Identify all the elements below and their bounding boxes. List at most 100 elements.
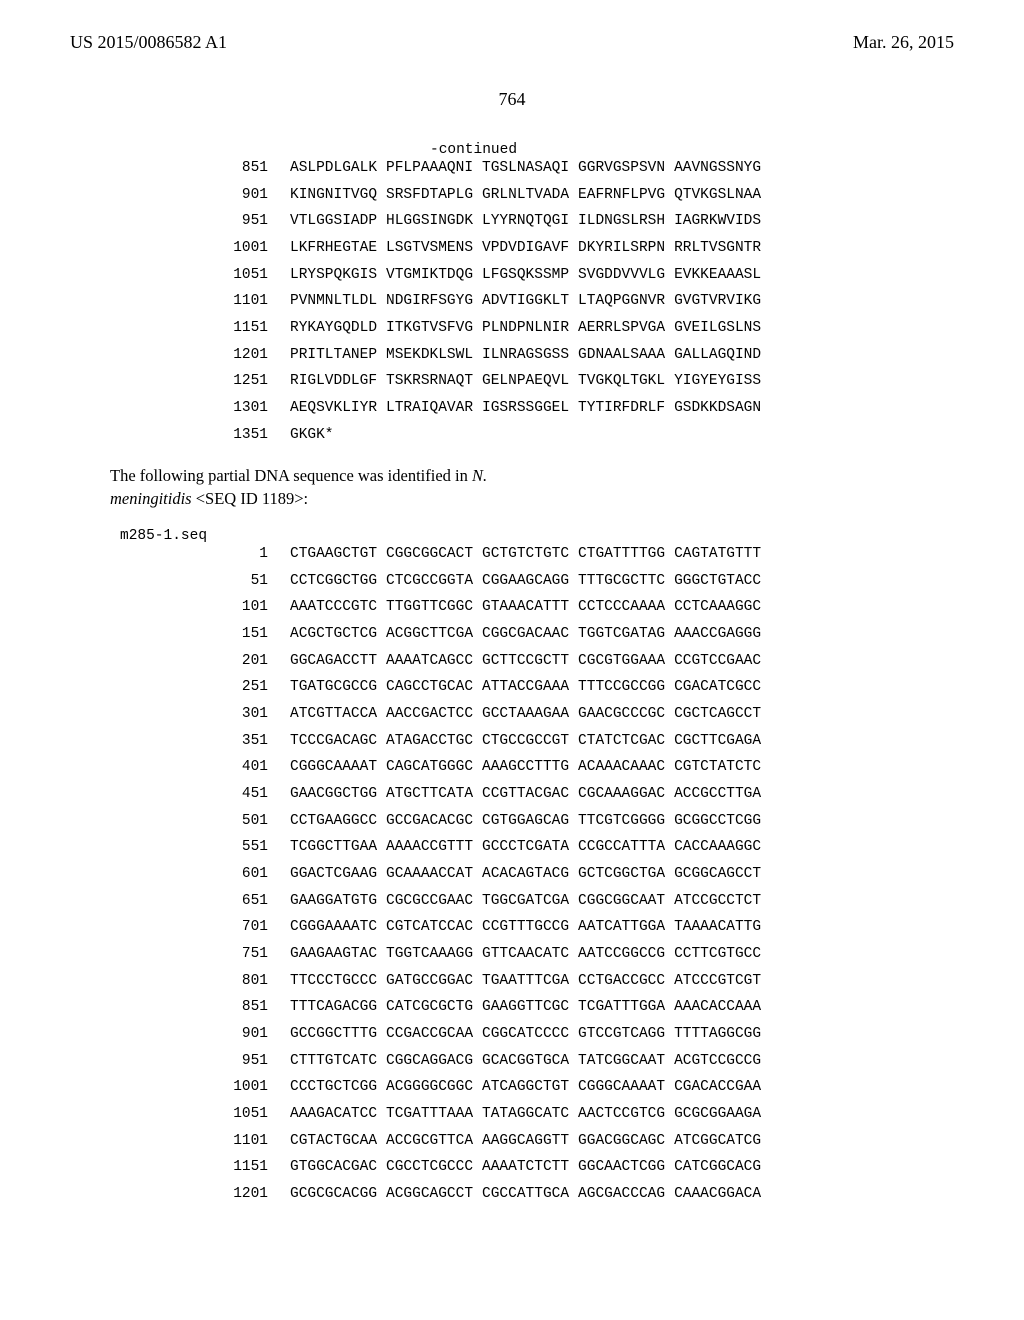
sequence-position: 1301 [210,400,268,417]
sequence-group: HLGGSINGDK [386,213,473,230]
sequence-row: 901GCCGGCTTTGCCGACCGCAACGGCATCCCCGTCCGTC… [210,1026,1024,1043]
sequence-group: TGSLNASAQI [482,160,569,177]
sequence-group: TTCCCTGCCC [290,973,377,990]
sequence-group: DKYRILSRPN [578,240,665,257]
sequence-row: 951VTLGGSIADPHLGGSINGDKLYYRNQTQGIILDNGSL… [210,213,1024,230]
sequence-position: 451 [210,786,268,803]
sequence-group: AAAACCGTTT [386,839,473,856]
sequence-group: GAAGGTTCGC [482,999,569,1016]
sequence-group: TCGATTTGGA [578,999,665,1016]
sequence-group: AGCGACCCAG [578,1186,665,1203]
sequence-position: 901 [210,1026,268,1043]
sequence-group: CGTGGAGCAG [482,813,569,830]
sequence-group: ACCGCCTTGA [674,786,761,803]
sequence-row: 601GGACTCGAAGGCAAAACCATACACAGTACGGCTCGGC… [210,866,1024,883]
sequence-group: ATCCGCCTCT [674,893,761,910]
sequence-position: 201 [210,653,268,670]
sequence-group: TGAATTTCGA [482,973,569,990]
sequence-position: 1051 [210,1106,268,1123]
sequence-position: 1001 [210,1079,268,1096]
sequence-group: CGCTCAGCCT [674,706,761,723]
sequence-group: NDGIRFSGYG [386,293,473,310]
sequence-row: 851TTTCAGACGGCATCGCGCTGGAAGGTTCGCTCGATTT… [210,999,1024,1016]
sequence-group: GTCCGTCAGG [578,1026,665,1043]
sequence-row: 1251RIGLVDDLGFTSKRSRNAQTGELNPAEQVLTVGKQL… [210,373,1024,390]
sequence-group: TTTTAGGCGG [674,1026,761,1043]
sequence-row: 1151GTGGCACGACCGCCTCGCCCAAAATCTCTTGGCAAC… [210,1159,1024,1176]
sequence-group: GCGCGGAAGA [674,1106,761,1123]
intro-line2b: <SEQ ID 1189>: [192,489,309,508]
sequence-group: SRSFDTAPLG [386,187,473,204]
sequence-group: GDNAALSAAA [578,347,665,364]
sequence-row: 1201PRITLTANEPMSEKDKLSWLILNRAGSGSSGDNAAL… [210,347,1024,364]
sequence-group: ACCGCGTTCA [386,1133,473,1150]
sequence-group: RIGLVDDLGF [290,373,377,390]
sequence-group: CCGCCATTTA [578,839,665,856]
sequence-group: ACGGCAGCCT [386,1186,473,1203]
intro-line1b: N. [472,466,487,485]
intro-line1a: The following partial DNA sequence was i… [110,466,472,485]
sequence-group: GCAAAACCAT [386,866,473,883]
sequence-group: GGCAACTCGG [578,1159,665,1176]
sequence-group: CATCGCGCTG [386,999,473,1016]
sequence-group: GCCGACACGC [386,813,473,830]
sequence-group: CGCGCCGAAC [386,893,473,910]
sequence-name: m285-1.seq [120,528,1024,544]
sequence-group: CGGGCAAAAT [290,759,377,776]
sequence-group: GCTGTCTGTC [482,546,569,563]
sequence-position: 601 [210,866,268,883]
sequence-group: GSDKKDSAGN [674,400,761,417]
sequence-group: VPDVDIGAVF [482,240,569,257]
sequence-group: CTGATTTTGG [578,546,665,563]
sequence-group: CGGGCAAAAT [578,1079,665,1096]
sequence-group: ACGGGGCGGC [386,1079,473,1096]
sequence-group: GTTCAACATC [482,946,569,963]
sequence-group: GTGGCACGAC [290,1159,377,1176]
sequence-group: ACAAACAAAC [578,759,665,776]
sequence-position: 301 [210,706,268,723]
sequence-group: ACGGCTTCGA [386,626,473,643]
sequence-group: ACGTCCGCCG [674,1053,761,1070]
sequence-group: CGTACTGCAA [290,1133,377,1150]
sequence-group: GVGTVRVIKG [674,293,761,310]
sequence-group: MSEKDKLSWL [386,347,473,364]
sequence-group: GGGCTGTACC [674,573,761,590]
sequence-group: ATTACCGAAA [482,679,569,696]
sequence-row: 1051AAAGACATCCTCGATTTAAATATAGGCATCAACTCC… [210,1106,1024,1123]
sequence-position: 851 [210,999,268,1016]
sequence-group: VTLGGSIADP [290,213,377,230]
sequence-group: CGCCATTGCA [482,1186,569,1203]
page-header: US 2015/0086582 A1 Mar. 26, 2015 [0,0,1024,61]
sequence-position: 801 [210,973,268,990]
sequence-group: AAGGCAGGTT [482,1133,569,1150]
sequence-group: AAVNGSSNYG [674,160,761,177]
sequence-position: 551 [210,839,268,856]
sequence-group: GCGCGCACGG [290,1186,377,1203]
sequence-row: 101AAATCCCGTCTTGGTTCGGCGTAAACATTTCCTCCCA… [210,599,1024,616]
sequence-group: CCGTCCGAAC [674,653,761,670]
intro-line2a: meningitidis [110,489,192,508]
sequence-group: GCACGGTGCA [482,1053,569,1070]
sequence-row: 1101PVNMNLTLDLNDGIRFSGYGADVTIGGKLTLTAQPG… [210,293,1024,310]
sequence-group: CCGACCGCAA [386,1026,473,1043]
sequence-position: 951 [210,1053,268,1070]
sequence-group: GKGK* [290,427,334,444]
sequence-group: CAGTATGTTT [674,546,761,563]
sequence-group: RRLTVSGNTR [674,240,761,257]
sequence-group: GVEILGSLNS [674,320,761,337]
sequence-group: GAACGCCCGC [578,706,665,723]
sequence-group: TYTIRFDRLF [578,400,665,417]
sequence-group: CGCTTCGAGA [674,733,761,750]
sequence-group: LTAQPGGNVR [578,293,665,310]
sequence-row: 151ACGCTGCTCGACGGCTTCGACGGCGACAACTGGTCGA… [210,626,1024,643]
sequence-group: GCTTCCGCTT [482,653,569,670]
sequence-row: 1301AEQSVKLIYRLTRAIQAVARIGSRSSGGELTYTIRF… [210,400,1024,417]
sequence-row: 1151RYKAYGQDLDITKGTVSFVGPLNDPNLNIRAERRLS… [210,320,1024,337]
sequence-group: AAAATCTCTT [482,1159,569,1176]
sequence-group: TSKRSRNAQT [386,373,473,390]
sequence-row: 301ATCGTTACCAAACCGACTCCGCCTAAAGAAGAACGCC… [210,706,1024,723]
sequence-group: CGCCTCGCCC [386,1159,473,1176]
sequence-group: RYKAYGQDLD [290,320,377,337]
sequence-group: AACTCCGTCG [578,1106,665,1123]
sequence-group: PLNDPNLNIR [482,320,569,337]
